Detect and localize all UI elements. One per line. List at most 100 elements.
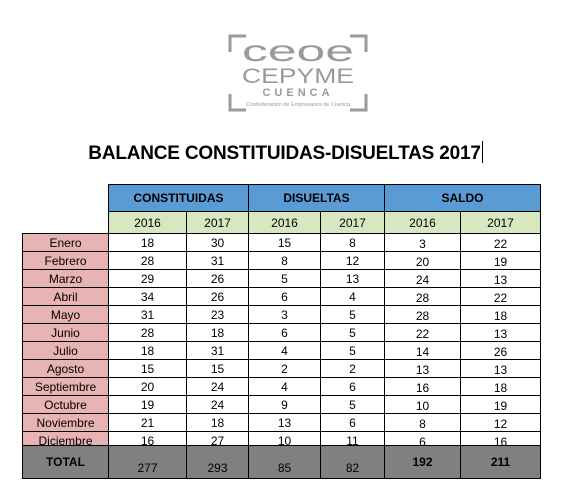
table-cell: 6 bbox=[320, 413, 385, 432]
table-cell: 28 bbox=[384, 305, 461, 324]
table-cell: 12 bbox=[320, 251, 385, 270]
table-cell: 15 bbox=[186, 359, 249, 378]
table-cell: 22 bbox=[384, 323, 461, 342]
month-label: Septiembre bbox=[22, 377, 109, 396]
table-cell: 26 bbox=[186, 269, 249, 288]
logo-cepyme-text: CEPYME bbox=[242, 65, 354, 88]
month-label: Noviembre bbox=[22, 413, 109, 432]
table-cell: 2 bbox=[248, 359, 321, 378]
table-cell: 15 bbox=[108, 359, 187, 378]
table-cell: 18 bbox=[108, 233, 187, 252]
table-cell: 4 bbox=[248, 341, 321, 360]
table-cell: 28 bbox=[108, 323, 187, 342]
table-cell: 34 bbox=[108, 287, 187, 306]
table-cell: 5 bbox=[320, 323, 385, 342]
table-cell: 13 bbox=[460, 269, 541, 288]
table-cell: 28 bbox=[108, 251, 187, 270]
table-cell: 5 bbox=[320, 305, 385, 324]
table-cell: 19 bbox=[460, 251, 541, 270]
table-cell: 13 bbox=[460, 323, 541, 342]
table-cell: 16 bbox=[384, 377, 461, 396]
table-cell: 19 bbox=[460, 395, 541, 414]
table-cell: 26 bbox=[186, 287, 249, 306]
table-cell: 24 bbox=[186, 377, 249, 396]
table-cell: 24 bbox=[186, 395, 249, 414]
header-disueltas: DISUELTAS bbox=[248, 184, 385, 212]
table-cell: 18 bbox=[186, 413, 249, 432]
table-cell: 13 bbox=[384, 359, 461, 378]
month-label: Agosto bbox=[22, 359, 109, 378]
year-header: 2017 bbox=[320, 211, 385, 234]
table-cell: 2 bbox=[320, 359, 385, 378]
total-cell: 293 bbox=[186, 445, 249, 479]
table-cell: 5 bbox=[320, 341, 385, 360]
month-label: Junio bbox=[22, 323, 109, 342]
table-cell: 18 bbox=[108, 341, 187, 360]
table-cell: 21 bbox=[108, 413, 187, 432]
table-cell: 20 bbox=[384, 251, 461, 270]
text-cursor bbox=[481, 141, 483, 163]
table-cell: 8 bbox=[248, 251, 321, 270]
logo-ceoe-text: ceoe bbox=[242, 35, 354, 68]
month-label: Marzo bbox=[22, 269, 109, 288]
table-cell: 30 bbox=[186, 233, 249, 252]
year-header: 2016 bbox=[108, 211, 187, 234]
year-header: 2016 bbox=[384, 211, 461, 234]
table-cell: 4 bbox=[320, 287, 385, 306]
table-cell: 22 bbox=[460, 233, 541, 252]
table-cell: 19 bbox=[108, 395, 187, 414]
table-cell: 15 bbox=[248, 233, 321, 252]
table-cell: 31 bbox=[186, 251, 249, 270]
month-label: Febrero bbox=[22, 251, 109, 270]
table-cell: 5 bbox=[248, 269, 321, 288]
table-cell: 22 bbox=[460, 287, 541, 306]
table-cell: 13 bbox=[320, 269, 385, 288]
logo-tagline-text: Confederación de Empresarios de Cuenca bbox=[246, 102, 351, 108]
table-cell: 3 bbox=[384, 233, 461, 252]
table-cell: 5 bbox=[320, 395, 385, 414]
table-cell: 18 bbox=[460, 305, 541, 324]
table-cell: 4 bbox=[248, 377, 321, 396]
year-header: 2016 bbox=[248, 211, 321, 234]
table-cell: 6 bbox=[248, 287, 321, 306]
month-label: Abril bbox=[22, 287, 109, 306]
table-cell: 31 bbox=[186, 341, 249, 360]
total-cell: 211 bbox=[460, 445, 541, 479]
header-saldo: SALDO bbox=[384, 184, 541, 212]
total-label: TOTAL bbox=[22, 445, 109, 479]
table-cell: 20 bbox=[108, 377, 187, 396]
table-cell: 23 bbox=[186, 305, 249, 324]
document-title-text: BALANCE CONSTITUIDAS-DISUELTAS 2017 bbox=[88, 143, 481, 164]
year-header: 2017 bbox=[186, 211, 249, 234]
table-cell: 12 bbox=[460, 413, 541, 432]
table-cell: 28 bbox=[384, 287, 461, 306]
table-cell: 10 bbox=[384, 395, 461, 414]
table-cell: 13 bbox=[248, 413, 321, 432]
table-cell: 31 bbox=[108, 305, 187, 324]
table-cell: 29 bbox=[108, 269, 187, 288]
table-cell: 8 bbox=[320, 233, 385, 252]
month-label: Enero bbox=[22, 233, 109, 252]
ceoe-cepyme-logo: ceoe CEPYME CUENCA Confederación de Empr… bbox=[228, 34, 368, 112]
table-cell: 26 bbox=[460, 341, 541, 360]
table-cell: 18 bbox=[460, 377, 541, 396]
month-label: Octubre bbox=[22, 395, 109, 414]
table-cell: 13 bbox=[460, 359, 541, 378]
table-cell: 18 bbox=[186, 323, 249, 342]
month-label: Mayo bbox=[22, 305, 109, 324]
table-cell: 14 bbox=[384, 341, 461, 360]
document-title: BALANCE CONSTITUIDAS-DISUELTAS 2017 bbox=[0, 141, 571, 165]
header-constituidas: CONSTITUIDAS bbox=[108, 184, 249, 212]
table-cell: 3 bbox=[248, 305, 321, 324]
total-cell: 85 bbox=[248, 445, 321, 479]
year-header: 2017 bbox=[460, 211, 541, 234]
total-cell: 82 bbox=[320, 445, 385, 479]
table-cell: 8 bbox=[384, 413, 461, 432]
month-label: Julio bbox=[22, 341, 109, 360]
table-cell: 6 bbox=[248, 323, 321, 342]
table-cell: 6 bbox=[320, 377, 385, 396]
table-cell: 9 bbox=[248, 395, 321, 414]
total-cell: 192 bbox=[384, 445, 461, 479]
logo-cuenca-text: CUENCA bbox=[262, 87, 333, 99]
table-cell: 24 bbox=[384, 269, 461, 288]
